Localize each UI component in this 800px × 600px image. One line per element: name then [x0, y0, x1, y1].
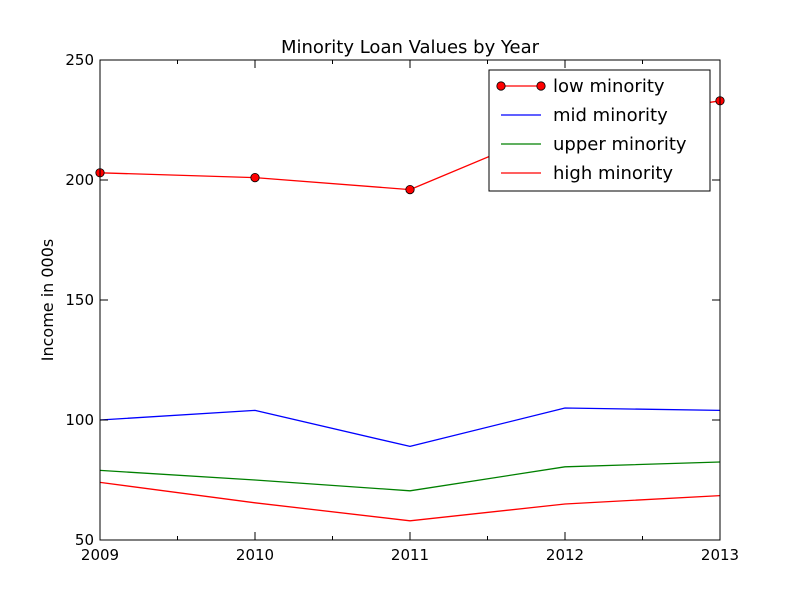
legend-label-4: high minority: [553, 163, 673, 184]
legend-label-3: upper minority: [553, 134, 687, 155]
y-axis-label: Income in 000s: [38, 239, 57, 362]
x-tick-label-1: 2009: [81, 546, 119, 564]
x-tick-label-5: 2013: [701, 546, 739, 564]
chart-title: Minority Loan Values by Year: [281, 37, 540, 58]
legend-label-2: mid minority: [553, 105, 668, 126]
series-line-4: [100, 481, 720, 522]
y-tick-label-5: 250: [65, 51, 94, 69]
y-tick-label-3: 150: [65, 291, 94, 309]
legend-label-1: low minority: [553, 76, 665, 97]
y-tick-label-2: 100: [65, 411, 94, 429]
x-tick-label-3: 2011: [391, 546, 429, 564]
x-tick-label-2: 2010: [236, 546, 274, 564]
data-point-1-3: [405, 185, 415, 195]
data-point-1-2: [250, 173, 260, 183]
plot-area: 2009 2010 2011 2012 2013 50 100 150 200 250: [65, 51, 739, 564]
x-tick-label-4: 2012: [546, 546, 584, 564]
series-line-3: [100, 461, 720, 492]
legend-box: [488, 69, 711, 192]
y-tick-label-1: 50: [75, 531, 94, 549]
legend-marker-1-a: [496, 81, 506, 91]
series-line-2: [100, 407, 720, 448]
legend-marker-1-b: [536, 81, 546, 91]
y-tick-label-4: 200: [65, 171, 94, 189]
legend: low minority mid minority upper minority hi…: [488, 69, 711, 192]
